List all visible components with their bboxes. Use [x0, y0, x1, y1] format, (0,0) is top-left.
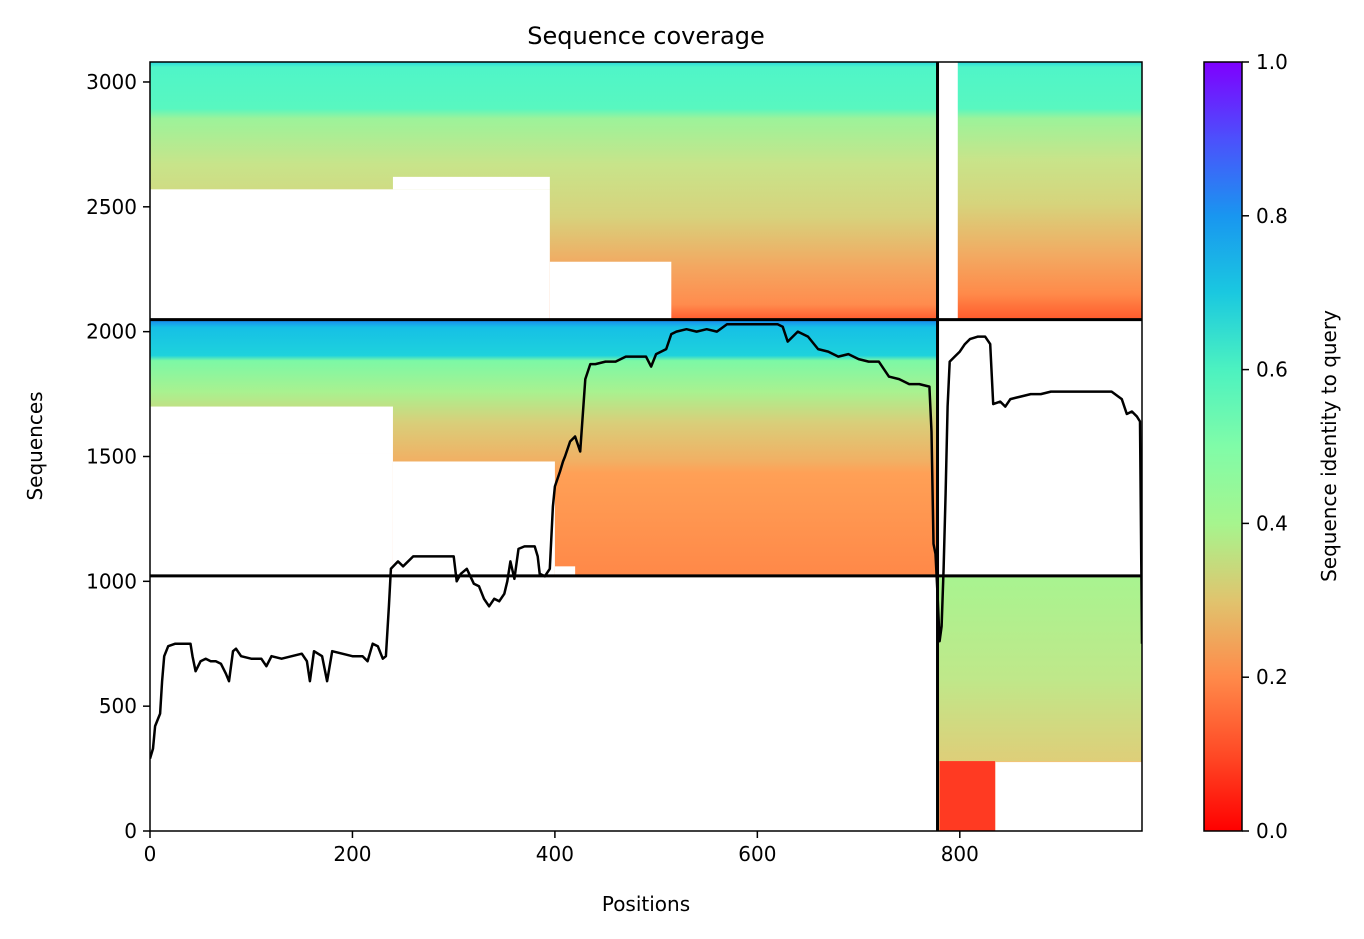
y-tick-label: 1500	[86, 444, 137, 468]
colorbar-tick-label: 0.0	[1256, 819, 1288, 843]
coverage-gap	[554, 566, 576, 576]
coverage-block-low-identity	[939, 761, 996, 831]
colorbar-tick-label: 1.0	[1256, 50, 1288, 74]
coverage-gap	[549, 261, 672, 320]
axes-layer: 0 200 400 600 800 0 500 1000 1500 2000 2500 3000	[86, 61, 1143, 866]
coverage-gap	[392, 461, 555, 576]
y-tick-label: 2000	[86, 320, 137, 344]
plot-area	[150, 62, 1142, 831]
y-tick-label: 1000	[86, 569, 137, 593]
coverage-gap	[150, 189, 550, 320]
colorbar	[1203, 61, 1243, 832]
coverage-gap	[150, 406, 393, 454]
colorbar-label: Sequence identity to query	[1317, 310, 1341, 582]
plot-frame	[149, 61, 1143, 832]
x-axis-title: Positions	[602, 892, 690, 916]
x-tick-label: 600	[738, 842, 776, 866]
y-axis-title: Sequences	[23, 391, 47, 500]
x-tick-label: 0	[144, 842, 157, 866]
chart-title: Sequence coverage	[527, 22, 764, 50]
colorbar-gradient	[1203, 61, 1243, 832]
coverage-gap	[392, 176, 550, 190]
y-tick-label: 0	[124, 819, 137, 843]
coverage-gap	[150, 453, 393, 576]
coverage-line	[150, 322, 1142, 759]
coverage-block-top-right	[957, 62, 1142, 320]
colorbar-tick-label: 0.2	[1256, 665, 1288, 689]
colorbar-tick-label: 0.8	[1256, 204, 1288, 228]
x-tick-label: 200	[333, 842, 371, 866]
y-tick-label: 3000	[86, 70, 137, 94]
coverage-edge	[995, 761, 1142, 763]
coverage-gap	[995, 761, 1142, 831]
colorbar-ticks: 0.0 0.2 0.4 0.6 0.8 1.0	[1242, 50, 1288, 843]
y-tick-label: 2500	[86, 195, 137, 219]
colorbar-tick-label: 0.6	[1256, 358, 1288, 382]
colorbar-tick-label: 0.4	[1256, 511, 1288, 535]
y-tick-label: 500	[99, 694, 137, 718]
x-tick-label: 400	[536, 842, 574, 866]
x-tick-label: 800	[941, 842, 979, 866]
